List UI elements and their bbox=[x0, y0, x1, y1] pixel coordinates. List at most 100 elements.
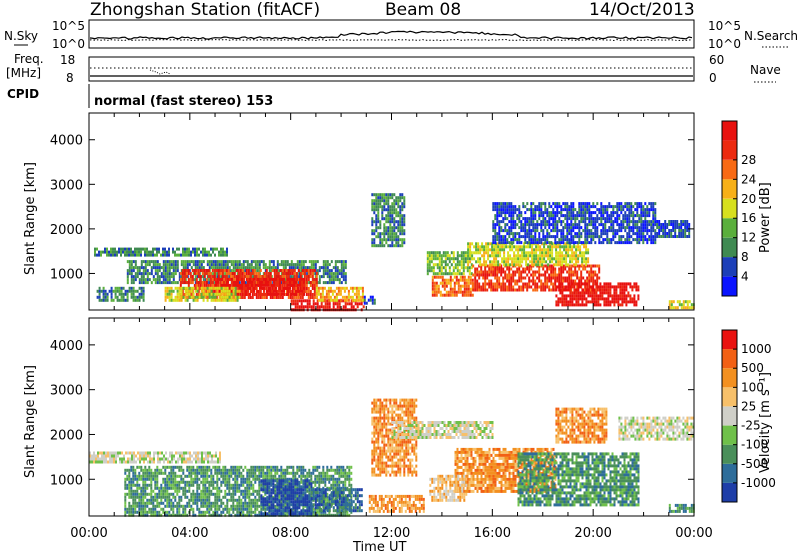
colorbar-swatch bbox=[722, 179, 737, 199]
colorbar-tick-label: 100 bbox=[741, 380, 764, 394]
y-tick-label: 3000 bbox=[50, 178, 83, 193]
data-region bbox=[492, 202, 657, 245]
y-tick-label: 2000 bbox=[50, 428, 83, 443]
x-tick-labels: 00:00 04:00 08:00 12:00 16:00 20:00 00:00 bbox=[70, 526, 712, 541]
beam-label: Beam 08 bbox=[385, 0, 461, 20]
colorbar-tick-label: 24 bbox=[741, 172, 756, 186]
x-tick-label: 04:00 bbox=[171, 526, 208, 541]
velocity-data bbox=[89, 398, 695, 517]
colorbar-tick-label: 4 bbox=[741, 270, 749, 284]
colorbar-tick-label: -500 bbox=[741, 457, 768, 471]
freq-label-1: Freq. bbox=[14, 52, 44, 66]
data-region bbox=[467, 242, 590, 267]
data-region bbox=[371, 193, 406, 248]
nave-tick-top: 60 bbox=[709, 53, 724, 67]
colorbar-tick-label: 28 bbox=[741, 153, 756, 167]
freq-panel-frame bbox=[88, 56, 695, 82]
noise-sky-trace bbox=[89, 30, 693, 40]
freq-tick-top: 18 bbox=[60, 53, 75, 67]
cpid-label: CPID bbox=[7, 87, 39, 101]
power-ylabel: Slant Range [km] bbox=[23, 162, 38, 275]
colorbar-swatch bbox=[722, 218, 737, 238]
power-axes: 1000 2000 3000 4000 bbox=[50, 113, 695, 310]
colorbar-swatch bbox=[722, 140, 737, 160]
colorbar-tick-label: -100 bbox=[741, 438, 768, 452]
velocity-axes: 1000 2000 3000 4000 bbox=[50, 318, 695, 516]
colorbar-swatch bbox=[722, 444, 737, 464]
noise-panel-frame bbox=[88, 19, 695, 49]
freq-excursion bbox=[149, 69, 171, 75]
colorbar-tick-label: 16 bbox=[741, 211, 756, 225]
data-region bbox=[310, 488, 363, 513]
data-region bbox=[371, 398, 418, 477]
station-title: Zhongshan Station (fitACF) bbox=[90, 0, 320, 20]
cpid-value: normal (fast stereo) 153 bbox=[94, 94, 273, 109]
data-region bbox=[656, 220, 691, 238]
colorbar-tick-label: 20 bbox=[741, 192, 756, 206]
data-region bbox=[363, 295, 376, 305]
freq-label-2: [MHz] bbox=[6, 66, 41, 80]
data-region bbox=[315, 286, 364, 302]
data-region bbox=[368, 494, 425, 513]
y-tick-label: 2000 bbox=[50, 223, 83, 238]
data-region bbox=[668, 503, 695, 513]
y-tick-label: 4000 bbox=[50, 339, 83, 354]
data-region bbox=[96, 286, 145, 302]
colorbar-swatch bbox=[722, 368, 737, 388]
colorbar-swatch bbox=[722, 387, 737, 407]
colorbar-frame bbox=[721, 120, 738, 297]
noise-panel: N.Sky 10^5 10^0 10^5 10^0 N.Search bbox=[4, 19, 798, 51]
x-tick-label: 12:00 bbox=[373, 526, 410, 541]
x-tick-label: 20:00 bbox=[574, 526, 611, 541]
x-axis-label: Time UT bbox=[352, 540, 406, 554]
freq-tick-bottom: 8 bbox=[66, 71, 74, 85]
data-region bbox=[429, 474, 468, 502]
colorbar-tick-label: 500 bbox=[741, 361, 764, 375]
noise-left-label: N.Sky bbox=[4, 29, 38, 43]
noise-right-tick-bottom: 10^0 bbox=[708, 37, 741, 51]
x-tick-label: 00:00 bbox=[675, 526, 712, 541]
colorbar-tick-label: -1000 bbox=[741, 476, 776, 490]
noise-left-tick-top: 10^5 bbox=[52, 19, 85, 33]
x-tick-label: 08:00 bbox=[272, 526, 309, 541]
data-region bbox=[517, 452, 640, 507]
x-tick-label: 00:00 bbox=[70, 526, 107, 541]
data-region bbox=[431, 275, 474, 297]
colorbar-swatch bbox=[722, 349, 737, 369]
colorbar-swatch bbox=[722, 121, 737, 141]
date-label: 14/Oct/2013 bbox=[589, 0, 695, 20]
data-region bbox=[260, 479, 313, 516]
colorbar-swatch bbox=[722, 276, 737, 296]
colorbar-swatch bbox=[722, 463, 737, 483]
data-region bbox=[164, 286, 241, 302]
data-region bbox=[668, 300, 695, 310]
colorbar-tick-label: -25 bbox=[741, 419, 761, 433]
colorbar-tick-label: 25 bbox=[741, 399, 756, 413]
velocity-colorbar: 1000 500 100 25 -25 -100 -500 -1000 bbox=[721, 329, 776, 503]
colorbar-tick-label: 1000 bbox=[741, 342, 772, 356]
velocity-colorbar-label: Velocity [m s⁻¹] bbox=[758, 372, 773, 473]
power-colorbar-label: Power [dB] bbox=[758, 182, 773, 253]
power-colorbar: 4 8 12 16 20 24 28 bbox=[721, 120, 756, 297]
colorbar-swatch bbox=[722, 425, 737, 445]
data-region bbox=[89, 451, 221, 464]
y-tick-label: 1000 bbox=[50, 267, 83, 282]
colorbar-tick-label: 12 bbox=[741, 231, 756, 245]
noise-left-tick-bottom: 10^0 bbox=[52, 37, 85, 51]
power-panel: 1000 2000 3000 4000 Slant Range [km] 4 8 12 16… bbox=[23, 112, 773, 312]
colorbar-swatch bbox=[722, 257, 737, 277]
power-data bbox=[94, 193, 695, 312]
colorbar-swatch bbox=[722, 330, 737, 350]
colorbar-frame bbox=[721, 329, 738, 503]
noise-search-trace bbox=[89, 38, 693, 42]
y-tick-label: 4000 bbox=[50, 134, 83, 149]
colorbar-swatch bbox=[722, 159, 737, 180]
nave-tick-bottom: 0 bbox=[709, 71, 717, 85]
colorbar-swatch bbox=[722, 198, 737, 219]
x-tick-label: 16:00 bbox=[474, 526, 511, 541]
data-region bbox=[555, 282, 640, 307]
data-region bbox=[555, 407, 608, 444]
data-region bbox=[618, 416, 695, 441]
data-region bbox=[426, 251, 473, 276]
